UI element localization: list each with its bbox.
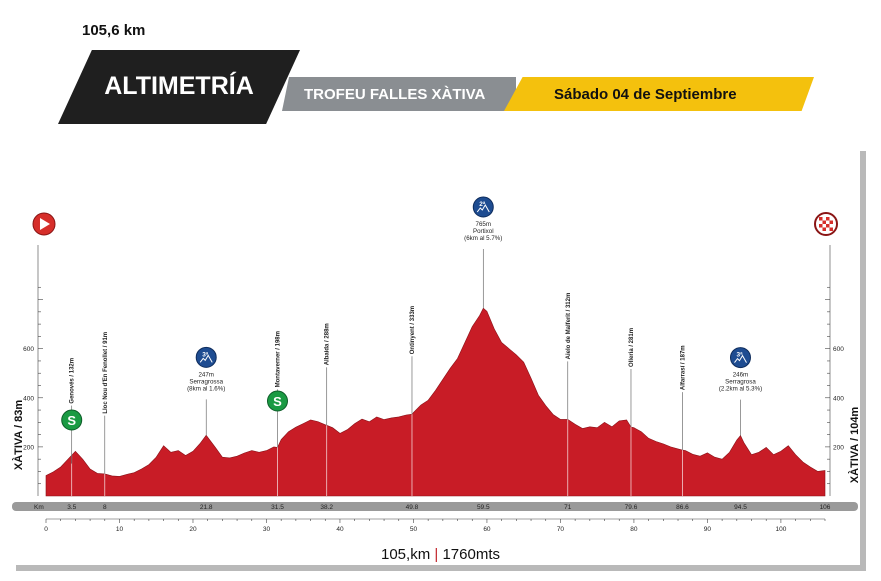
x-tick-label: 40 [336, 526, 344, 533]
finish-label: XÀTIVA / 104m [848, 407, 861, 484]
mountain-icon [476, 204, 490, 213]
page-title: ALTIMETRÍA [104, 72, 254, 100]
place-label: Olleria / 281m [629, 328, 635, 367]
x-tick-label: 20 [189, 526, 197, 533]
footer-distance: 105,km [381, 546, 431, 563]
km-marker-label: 38.2 [320, 504, 333, 511]
km-marker-label: 59.5 [477, 504, 490, 511]
sprint-icon [61, 409, 83, 431]
place-label: Aielo de Malferit / 312m [566, 293, 572, 360]
climb-label-line: 765m [476, 221, 491, 228]
race-date: Sábado 04 de Septiembre [554, 86, 737, 103]
x-tick-label: 100 [775, 526, 786, 533]
km-marker-bar [12, 502, 858, 511]
x-tick-label: 10 [116, 526, 124, 533]
km-marker-label: 106 [820, 504, 831, 511]
checkered-flag-square [819, 224, 823, 228]
race-name: TROFEU FALLES XÀTIVA [304, 86, 486, 103]
km-marker-label: 49.8 [406, 504, 419, 511]
footer-elevation: 1760mts [442, 546, 500, 563]
checkered-flag-square [826, 224, 830, 228]
place-label: Montaverner / 198m [275, 331, 281, 387]
checkered-flag-square [826, 217, 830, 221]
km-marker-label: 8 [103, 504, 107, 511]
place-label: Alfarrasí / 187m [680, 345, 686, 390]
km-bar-label: Km [34, 504, 44, 511]
climb-label-line: (2.2km al 5.3%) [719, 386, 762, 393]
mountain-icon [734, 354, 747, 363]
climb-category: 2ª [479, 201, 486, 208]
checkered-flag-square [829, 227, 833, 231]
x-tick-label: 0 [44, 526, 48, 533]
sprint-label: S [67, 413, 76, 428]
place-label: Lloc Nou d'En Fenollet / 91m [103, 332, 109, 414]
x-tick-label: 90 [704, 526, 712, 533]
elevation-profile-chart: 200 200 400 400 600 600 XÀTIVA / 83m XÀTIVA / 1… [10, 145, 870, 575]
date-banner: Sábado 04 de Septiembre [504, 77, 814, 111]
climb-category-icon [195, 346, 217, 368]
footer-separator: | [434, 546, 439, 563]
checkered-flag-square [819, 217, 823, 221]
x-tick-label: 60 [483, 526, 491, 533]
sprint-label: S [273, 394, 282, 409]
x-tick-label: 50 [410, 526, 418, 533]
climb-label-line: 246m [733, 372, 748, 379]
km-marker-label: 3.5 [67, 504, 76, 511]
sprint-icon [266, 390, 288, 412]
play-icon [40, 218, 50, 230]
title-banner: ALTIMETRÍA [58, 50, 300, 124]
climb-label-line: (8km al 1.6%) [187, 385, 225, 392]
place-label: Albaida / 288m [325, 323, 331, 365]
y-tick-label-left: 400 [23, 395, 34, 402]
climb-label-line: Serragrosa [725, 379, 756, 386]
race-name-banner: TROFEU FALLES XÀTIVA [282, 77, 516, 111]
km-marker-label: 71 [564, 504, 572, 511]
x-tick-label: 80 [630, 526, 638, 533]
climb-category: 3ª [202, 351, 209, 358]
place-label: Genovés / 132m [70, 358, 76, 404]
km-marker-label: 79.6 [625, 504, 638, 511]
climb-label-line: (6km al 5.7%) [464, 235, 502, 242]
checkered-flag-square [822, 227, 826, 231]
checkered-flag-square [829, 220, 833, 224]
elevation-profile-area [45, 307, 826, 497]
y-tick-label-left: 600 [23, 346, 34, 353]
x-tick-label: 70 [557, 526, 565, 533]
footer-summary: 105,km | 1760mts [0, 546, 881, 563]
climb-category-icon [472, 196, 494, 218]
climb-category: 3ª [736, 352, 743, 359]
y-tick-label-right: 400 [833, 395, 844, 402]
checkered-flag-square [822, 220, 826, 224]
x-tick-label: 30 [263, 526, 271, 533]
y-tick-label-right: 600 [833, 346, 844, 353]
km-marker-label: 31.5 [271, 504, 284, 511]
climb-label-line: 247m [198, 371, 213, 378]
y-tick-label-left: 200 [23, 444, 34, 451]
km-marker-label: 86.6 [676, 504, 689, 511]
y-tick-label-right: 200 [833, 444, 844, 451]
km-marker-label: 21.8 [200, 504, 213, 511]
climb-category-icon [729, 347, 751, 369]
place-label: Ontinyent / 333m [410, 306, 416, 354]
start-label: XÀTIVA / 83m [12, 400, 25, 471]
km-marker-label: 94.5 [734, 504, 747, 511]
climb-label-line: Portixol [473, 228, 494, 235]
race-distance: 105,6 km [82, 22, 146, 39]
climb-label-line: Serragrossa [189, 378, 223, 385]
mountain-icon [199, 354, 213, 363]
